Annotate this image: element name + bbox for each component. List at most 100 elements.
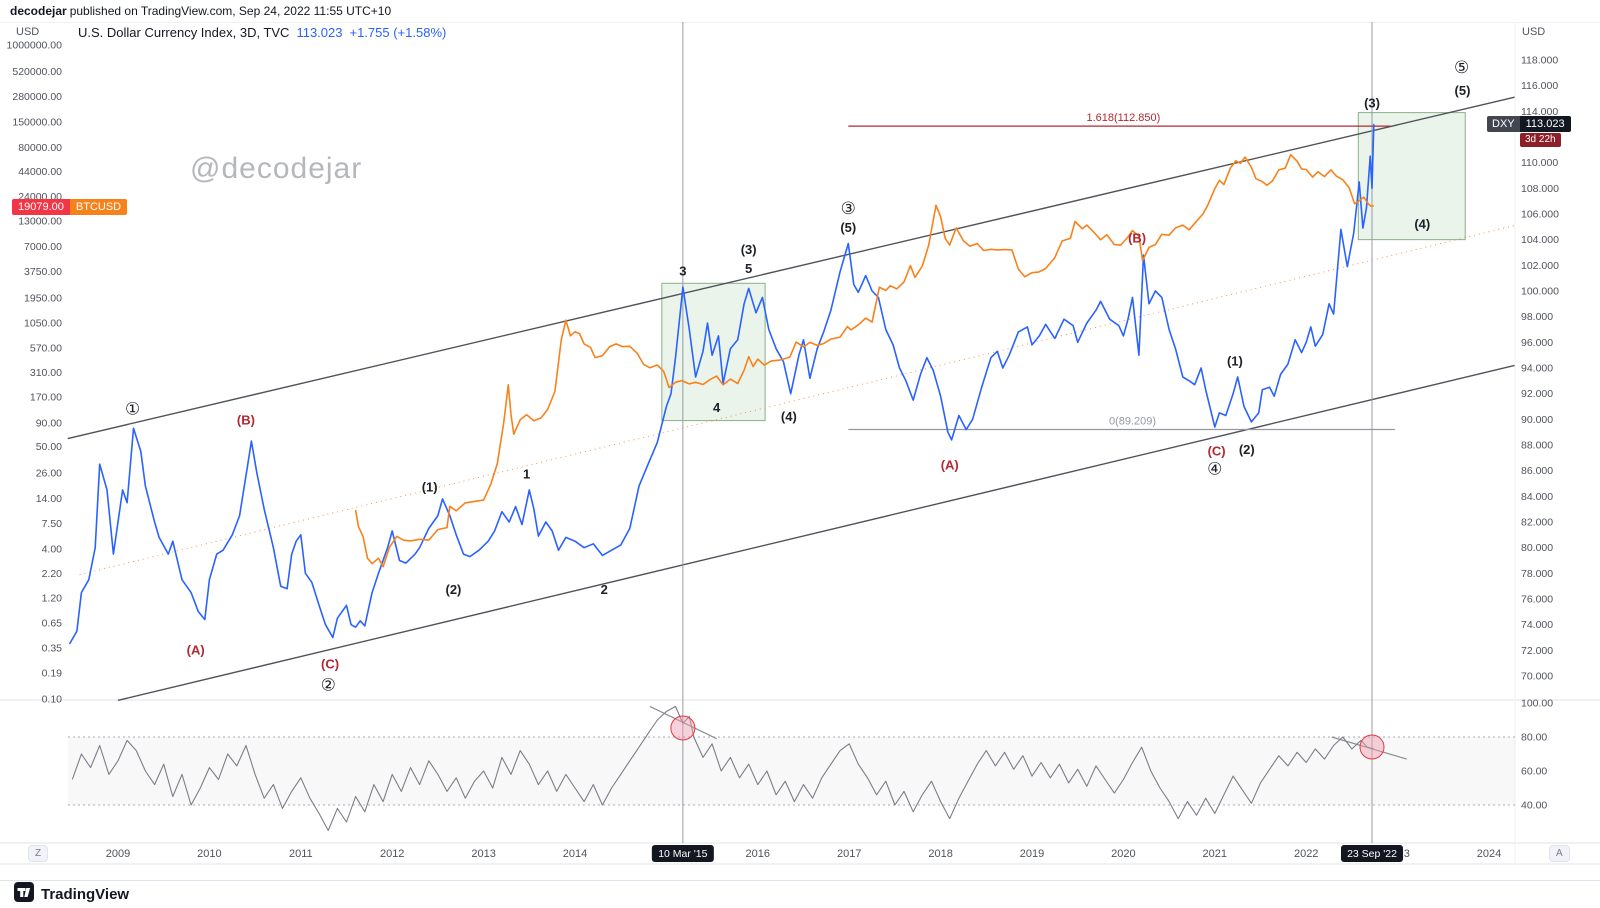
author-name[interactable]: decodejar [10, 4, 67, 18]
left-axis-label[interactable]: 1000000.00 [7, 40, 63, 52]
left-axis-label[interactable]: 0.19 [42, 667, 63, 679]
wave-annotation[interactable]: (2) [1239, 442, 1255, 457]
right-axis-label[interactable]: 96.000 [1521, 337, 1553, 349]
wave-annotation[interactable]: (1) [422, 479, 438, 494]
year-label[interactable]: 2014 [563, 848, 587, 860]
right-axis-label[interactable]: 92.000 [1521, 388, 1553, 400]
year-label[interactable]: 2024 [1477, 848, 1501, 860]
left-axis-label[interactable]: 13000.00 [18, 216, 62, 228]
right-axis-label[interactable]: 70.000 [1521, 670, 1553, 682]
series-btcusd-line[interactable] [354, 153, 1374, 568]
year-label[interactable]: 2016 [746, 848, 770, 860]
divergence-circle[interactable] [670, 715, 696, 741]
timezone-button[interactable]: Z [28, 845, 49, 862]
wave-annotation[interactable]: (1) [1227, 354, 1243, 369]
wave-annotation[interactable]: (5) [840, 220, 856, 235]
year-label[interactable]: 2019 [1020, 848, 1044, 860]
left-axis-label[interactable]: 7000.00 [24, 241, 62, 253]
wave-annotation[interactable]: (B) [1128, 230, 1146, 245]
left-axis-label[interactable]: 570.00 [30, 343, 62, 355]
year-label[interactable]: 2012 [380, 848, 404, 860]
wave-annotation[interactable]: (A) [187, 642, 205, 657]
right-axis-label[interactable]: 80.000 [1521, 542, 1553, 554]
oscillator-axis-label[interactable]: 100.00 [1521, 698, 1553, 710]
wave-annotation[interactable]: (A) [941, 458, 959, 473]
right-axis-label[interactable]: 110.000 [1521, 157, 1558, 169]
wave-annotation[interactable]: (5) [1455, 83, 1471, 98]
right-axis-label[interactable]: 72.000 [1521, 645, 1553, 657]
right-axis-label[interactable]: 100.000 [1521, 285, 1559, 297]
channel-upper-trendline[interactable] [67, 96, 1515, 440]
projection-box[interactable] [1357, 112, 1466, 241]
left-axis-label[interactable]: 150000.00 [12, 116, 62, 128]
wave-annotation[interactable]: (2) [445, 582, 461, 597]
right-axis-label[interactable]: 94.000 [1521, 362, 1553, 374]
year-label[interactable]: 2013 [471, 848, 495, 860]
symbol-title[interactable]: U.S. Dollar Currency Index, 3D, TVC [78, 25, 290, 40]
left-axis-label[interactable]: 0.35 [42, 642, 63, 654]
wave-annotation[interactable]: ③ [841, 199, 856, 218]
right-axis-label[interactable]: 88.000 [1521, 439, 1553, 451]
right-axis-label[interactable]: 78.000 [1521, 568, 1553, 580]
tradingview-logo-icon[interactable] [14, 882, 34, 907]
right-axis-label[interactable]: 118.000 [1521, 55, 1558, 67]
left-axis-label[interactable]: 170.00 [30, 392, 62, 404]
left-axis-label[interactable]: 520000.00 [12, 66, 62, 78]
oscillator-axis-label[interactable]: 40.00 [1521, 800, 1547, 812]
right-axis-label[interactable]: 108.000 [1521, 183, 1559, 195]
wave-annotation[interactable]: 2 [601, 582, 608, 597]
channel-midline[interactable] [79, 225, 1515, 576]
wave-annotation[interactable]: (B) [237, 413, 255, 428]
wave-annotation[interactable]: ① [125, 399, 140, 418]
year-label[interactable]: 2011 [289, 848, 313, 860]
right-axis-label[interactable]: 74.000 [1521, 619, 1553, 631]
right-axis-label[interactable]: 84.000 [1521, 491, 1553, 503]
left-axis-label[interactable]: 1050.00 [24, 318, 62, 330]
wave-annotation[interactable]: ④ [1207, 460, 1222, 479]
left-axis-label[interactable]: 26.00 [36, 468, 62, 480]
left-axis-label[interactable]: 90.00 [36, 417, 62, 429]
wave-annotation[interactable]: 1 [523, 467, 530, 482]
left-axis-label[interactable]: 50.00 [36, 441, 62, 453]
auto-scale-button[interactable]: A [1549, 845, 1570, 862]
year-label[interactable]: 2018 [928, 848, 952, 860]
tradingview-wordmark[interactable]: TradingView [41, 886, 130, 903]
series-oscillator-line[interactable] [71, 705, 1374, 832]
year-label[interactable]: 2022 [1294, 848, 1318, 860]
wave-annotation[interactable]: (3) [741, 242, 757, 257]
wave-annotation[interactable]: (C) [321, 656, 339, 671]
left-axis-label[interactable]: 7.50 [42, 518, 63, 530]
right-axis-label[interactable]: 106.000 [1521, 208, 1559, 220]
year-label[interactable]: 2009 [106, 848, 130, 860]
wave-annotation[interactable]: (4) [1414, 216, 1430, 231]
wave-annotation[interactable]: (C) [1208, 443, 1226, 458]
channel-lower-trendline[interactable] [117, 364, 1515, 702]
oscillator-axis-label[interactable]: 60.00 [1521, 766, 1547, 778]
year-label[interactable]: 2021 [1203, 848, 1227, 860]
right-axis-label[interactable]: 116.000 [1521, 80, 1558, 92]
oscillator-axis-label[interactable]: 80.00 [1521, 732, 1547, 744]
left-axis-label[interactable]: 310.00 [30, 367, 62, 379]
wave-annotation[interactable]: (3) [1364, 96, 1380, 111]
right-axis-label[interactable]: 104.000 [1521, 234, 1559, 246]
right-axis-label[interactable]: 82.000 [1521, 516, 1553, 528]
wave-annotation[interactable]: 3 [679, 264, 686, 279]
wave-annotation[interactable]: ⑤ [1454, 58, 1469, 77]
right-axis-label[interactable]: 86.000 [1521, 465, 1553, 477]
right-axis-label[interactable]: 98.000 [1521, 311, 1553, 323]
wave-annotation[interactable]: (4) [781, 409, 797, 424]
wave-annotation[interactable]: 5 [745, 261, 752, 276]
left-axis-label[interactable]: 80000.00 [18, 142, 62, 154]
year-label[interactable]: 2017 [837, 848, 861, 860]
left-axis-label[interactable]: 44000.00 [18, 166, 62, 178]
right-axis-label[interactable]: 90.000 [1521, 414, 1553, 426]
left-axis-label[interactable]: 3750.00 [24, 266, 62, 278]
year-label[interactable]: 2010 [197, 848, 221, 860]
left-axis-label[interactable]: 14.00 [36, 493, 62, 505]
left-axis-label[interactable]: 1.20 [42, 593, 63, 605]
left-axis-label[interactable]: 280000.00 [12, 91, 62, 103]
divergence-circle[interactable] [1359, 734, 1385, 760]
year-label[interactable]: 2020 [1111, 848, 1135, 860]
right-axis-label[interactable]: 102.000 [1521, 260, 1559, 272]
